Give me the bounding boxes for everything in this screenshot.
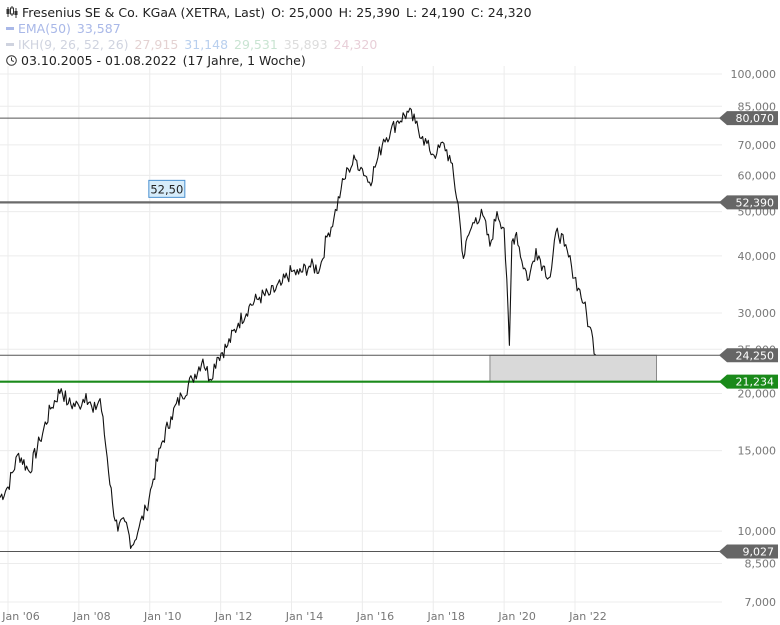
x-tick-label: Jan '20: [497, 610, 535, 623]
level-tag: 24,250: [719, 348, 778, 363]
range-text: 03.10.2005 - 01.08.2022: [21, 53, 177, 68]
close-value: C: 24,320: [470, 5, 532, 20]
chart-header: Fresenius SE & Co. KGaA (XETRA, Last) O: …: [6, 5, 538, 21]
ikh-swatch-icon: [6, 43, 14, 46]
candles-icon[interactable]: [6, 6, 18, 18]
x-tick-label: Jan '10: [143, 610, 181, 623]
annotation-label: 52,50: [150, 182, 183, 196]
x-axis: Jan '06 Jan '08 Jan '10 Jan '12 Jan '14 Jan '…: [1, 610, 606, 623]
level-tag-label: 80,070: [736, 112, 775, 125]
x-tick-label: Jan '22: [568, 610, 606, 623]
level-tag-label: 9,027: [743, 546, 775, 559]
date-range: 03.10.2005 - 01.08.2022 (17 Jahre, 1 Woch…: [6, 53, 312, 69]
y-tick-label: 10,000: [738, 525, 777, 538]
target-zone-rect: [489, 354, 658, 383]
ema-legend[interactable]: EMA(50) 33,587: [6, 21, 127, 37]
y-tick-label: 30,000: [738, 307, 777, 320]
annotation-box: [148, 179, 186, 198]
level-tag: 80,070: [719, 111, 778, 126]
y-tick-label: 85,000: [738, 100, 777, 113]
x-tick-label: Jan '08: [72, 610, 110, 623]
x-tick-label: Jan '18: [427, 610, 465, 623]
y-tick-label: 70,000: [738, 139, 777, 152]
y-tick-label: 8,500: [745, 557, 777, 570]
ema-swatch-icon: [6, 27, 14, 30]
y-tick-label: 60,000: [738, 169, 777, 182]
level-lines: [0, 117, 722, 553]
ikh-value: 27,915: [134, 37, 179, 52]
high-value: H: 25,390: [338, 5, 400, 20]
ema-value: 33,587: [76, 21, 121, 36]
open-value: O: 25,000: [271, 5, 333, 20]
level-tag-label: 52,390: [736, 196, 775, 209]
instrument-name: Fresenius SE & Co. KGaA (XETRA, Last): [22, 5, 266, 20]
level-tags: 80,070 52,390 24,250 21,234 9,027: [719, 111, 778, 559]
price-series: [0, 107, 596, 549]
ikh-legend[interactable]: IKH(9, 26, 52, 26) 27,915 31,148 29,531 35,8…: [6, 37, 383, 53]
y-tick-label: 40,000: [738, 250, 777, 263]
level-tag-shape: [719, 195, 778, 210]
clock-icon: [6, 54, 17, 66]
annotations: 52,50: [148, 179, 186, 198]
target-zone: [489, 354, 658, 383]
ikh-value: 35,893: [283, 37, 328, 52]
level-tag-shape: [719, 544, 778, 559]
ikh-value: 24,320: [333, 37, 378, 52]
level-tag-shape: [719, 348, 778, 363]
level-tag: 52,390: [719, 195, 778, 210]
price-line: [0, 107, 596, 549]
ema-label: EMA(50): [18, 21, 71, 36]
ikh-value: 31,148: [184, 37, 229, 52]
ikh-value: 29,531: [234, 37, 278, 52]
level-tag-shape: [719, 374, 778, 389]
level-tag-label: 21,234: [736, 376, 775, 389]
level-tag: 9,027: [719, 544, 778, 559]
level-tag-shape: [719, 111, 778, 126]
annotation-note: 52,50: [148, 179, 186, 198]
x-tick-label: Jan '16: [356, 610, 394, 623]
y-tick-label: 15,000: [738, 445, 777, 458]
y-tick-label: 20,000: [738, 388, 777, 401]
x-tick-label: Jan '14: [285, 610, 323, 623]
grid: [0, 66, 722, 618]
ikh-label: IKH(9, 26, 52, 26): [18, 37, 129, 52]
low-value: L: 24,190: [405, 5, 465, 20]
y-tick-label: 7,000: [745, 596, 777, 609]
y-tick-label: 100,000: [731, 68, 777, 81]
y-axis: 7,0008,50010,00015,00020,00025,00030,000…: [731, 68, 777, 609]
x-tick-label: Jan '12: [214, 610, 252, 623]
x-tick-label: Jan '06: [1, 610, 39, 623]
level-tag-label: 24,250: [736, 349, 775, 362]
duration-text: (17 Jahre, 1 Woche): [182, 53, 306, 68]
level-tag: 21,234: [719, 374, 778, 389]
